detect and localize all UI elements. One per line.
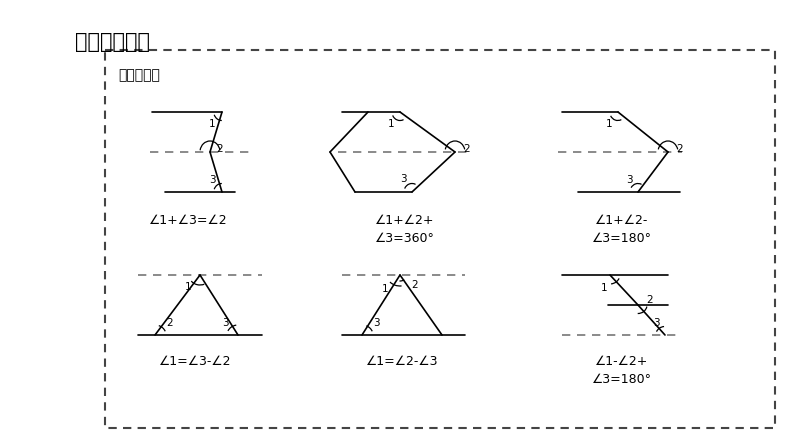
Text: 2: 2: [676, 144, 684, 154]
Text: 2: 2: [217, 144, 223, 154]
Text: ∠1+∠2-
∠3=180°: ∠1+∠2- ∠3=180°: [592, 214, 652, 245]
Text: ∠1+∠3=∠2: ∠1+∠3=∠2: [148, 214, 227, 227]
Text: 2: 2: [167, 318, 173, 328]
Text: 3: 3: [626, 175, 632, 185]
Text: 3: 3: [653, 318, 659, 328]
Text: ∠1=∠3-∠2: ∠1=∠3-∠2: [159, 355, 231, 368]
Text: 3: 3: [399, 174, 407, 184]
Text: 2: 2: [646, 295, 653, 305]
Text: 【模型展示】: 【模型展示】: [75, 32, 150, 52]
Text: 2: 2: [411, 280, 418, 290]
Text: 3: 3: [209, 175, 215, 185]
Text: 1: 1: [606, 119, 612, 129]
Text: ∠1=∠2-∠3: ∠1=∠2-∠3: [366, 355, 438, 368]
Bar: [105, 50, 775, 428]
Text: 1: 1: [209, 119, 215, 129]
Text: 1: 1: [387, 119, 395, 129]
Text: 1: 1: [185, 282, 191, 292]
Text: 3: 3: [222, 318, 229, 328]
Text: ∠1+∠2+
∠3=360°: ∠1+∠2+ ∠3=360°: [375, 214, 435, 245]
Text: 3: 3: [372, 318, 380, 328]
Text: 模型总结：: 模型总结：: [118, 68, 160, 82]
Text: ∠1-∠2+
∠3=180°: ∠1-∠2+ ∠3=180°: [592, 355, 652, 386]
Text: 1: 1: [382, 284, 388, 294]
Text: 1: 1: [601, 283, 607, 293]
Text: 2: 2: [464, 144, 470, 154]
